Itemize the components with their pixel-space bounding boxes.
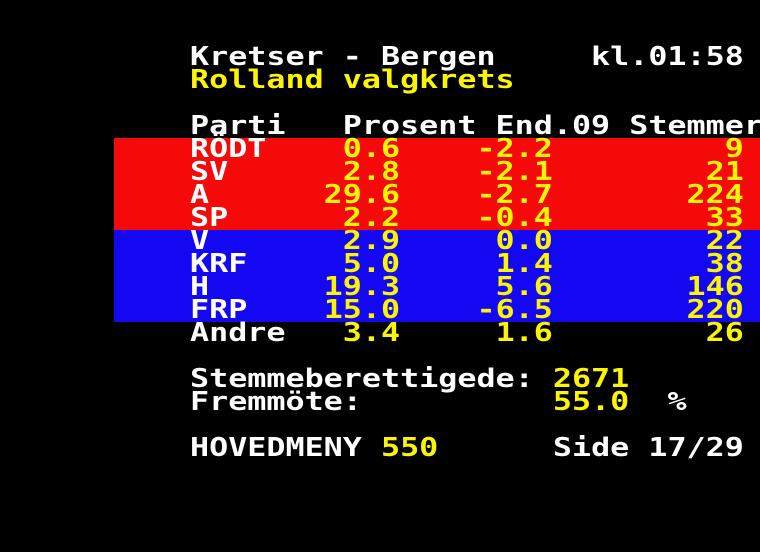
row-values: 5.0 1.4 38 [247, 249, 744, 279]
side-page-indicator: Side 17/29 [438, 433, 744, 463]
table-row: V 2.9 0.0 22 [190, 228, 744, 254]
row-values: 2.8 -2.1 21 [228, 157, 744, 187]
footer-line: HOVEDMENY 550 Side 17/29 [190, 435, 744, 461]
eligible-value: 2671 [552, 364, 630, 394]
turnout-value: 55.0 [552, 387, 630, 417]
party-name: SV [190, 157, 229, 187]
district-subtitle: Rolland valgkrets [190, 65, 515, 95]
row-values: 2.2 -0.4 33 [228, 203, 744, 233]
turnout-label: Fremmöte: [190, 387, 553, 417]
hovedmeny-page-number: 550 [380, 433, 439, 463]
party-name: H [190, 272, 210, 302]
row-values: 19.3 5.6 146 [209, 272, 744, 302]
party-name: SP [190, 203, 229, 233]
party-name: FRP [190, 295, 248, 325]
row-values: 29.6 -2.7 224 [209, 180, 744, 210]
table-row: FRP 15.0 -6.5 220 [190, 297, 744, 323]
column-headers: Parti Prosent End.09 Stemmer [190, 111, 760, 141]
party-name: V [190, 226, 210, 256]
page-title: Kretser - Bergen kl.01:58 [190, 42, 744, 72]
row-values: 15.0 -6.5 220 [247, 295, 744, 325]
party-name: RÖDT [190, 134, 267, 164]
party-name: KRF [190, 249, 248, 279]
table-row: KRF 5.0 1.4 38 [190, 251, 744, 277]
eligible-voters-line: Stemmeberettigede: 2671 [190, 366, 629, 392]
table-row: SP 2.2 -0.4 33 [190, 205, 744, 231]
header-line: Kretser - Bergen kl.01:58 [190, 44, 744, 70]
eligible-label: Stemmeberettigede: [190, 364, 553, 394]
table-row: A 29.6 -2.7 224 [190, 182, 744, 208]
table-row: H 19.3 5.6 146 [190, 274, 744, 300]
hovedmeny-label: HOVEDMENY [190, 433, 381, 463]
table-row: SV 2.8 -2.1 21 [190, 159, 744, 185]
row-values: 2.9 0.0 22 [209, 226, 744, 256]
table-row: Andre 3.4 1.6 26 [190, 320, 744, 346]
percent-sign: % [629, 387, 687, 417]
column-header-line: Parti Prosent End.09 Stemmer [190, 113, 760, 139]
row-values: 0.6 -2.2 9 [266, 134, 744, 164]
party-name: Andre [190, 318, 286, 348]
party-name: A [190, 180, 210, 210]
row-values: 3.4 1.6 26 [285, 318, 744, 348]
red-party-band [114, 138, 760, 230]
blue-party-band [114, 230, 760, 322]
subtitle-line: Rolland valgkrets [190, 67, 515, 93]
turnout-line: Fremmöte: 55.0 % [190, 389, 687, 415]
table-row: RÖDT 0.6 -2.2 9 [190, 136, 744, 162]
